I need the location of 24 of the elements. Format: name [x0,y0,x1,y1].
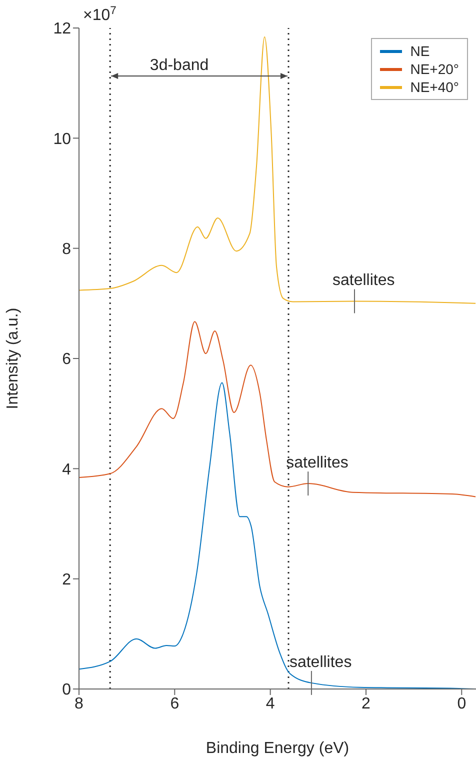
y-tick-label: 6 [62,351,72,368]
x-tick-label: 0 [457,695,466,712]
x-tick-label: 2 [362,695,371,712]
annotation: satellites [286,454,348,472]
legend-label: NE+40° [410,78,459,96]
y-tick-label: 8 [62,241,72,258]
y-tick-label: 10 [53,130,72,148]
x-tick-label: 6 [170,695,180,712]
text: ×10$^{7}$ [83,5,116,24]
x-axis-title: Binding Energy (eV) [206,740,350,757]
y-tick-label: 0 [62,682,72,699]
legend-label: NE+20° [410,60,459,78]
y-tick-label: 12 [53,20,72,38]
line-series [79,36,476,304]
annotation: satellites [289,654,352,671]
y-tick-label: 4 [62,461,72,478]
legend-label: NE [410,42,430,60]
x-tick-label: 8 [74,695,84,712]
x-tick-label: 4 [266,695,275,712]
y-tick-label: 2 [62,572,72,589]
line-series [79,321,476,498]
y-axis-title: Intensity (a.u.) [4,308,22,410]
annotation: satellites [332,272,395,290]
annotation: 3d-band [150,57,209,74]
